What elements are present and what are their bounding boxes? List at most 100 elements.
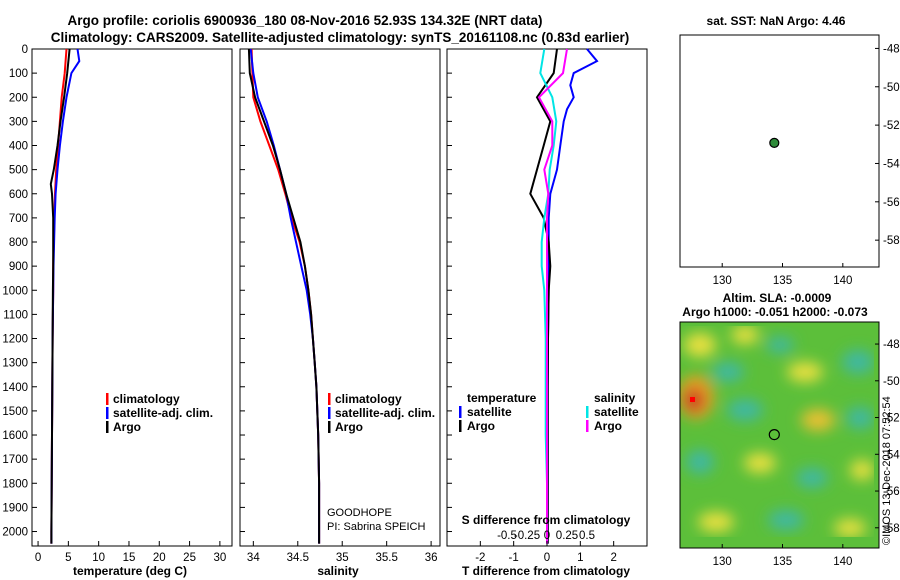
sla-map-title-line2: Argo h1000: -0.051 h2000: -0.073 — [682, 305, 868, 319]
figure-title-line1: Argo profile: coriolis 6900936_180 08-No… — [68, 13, 543, 28]
x-tick-label: 35.5 — [375, 552, 397, 564]
sst-map-panel: sat. SST: NaN Argo: 4.46 130 135 140 -48 -50… — [679, 14, 900, 287]
depth-tick-label: 2000 — [2, 527, 28, 539]
legend-swatch — [586, 420, 589, 432]
x-tick-label: 35 — [336, 552, 349, 564]
difference-s-xlabel: S difference from climatology — [462, 513, 631, 527]
depth-tick-label: 300 — [9, 116, 28, 128]
imos-credit: ©IMOS 13-Dec-2018 07:52:54 — [881, 396, 893, 545]
legend-label: climatology — [113, 392, 180, 406]
x-tick-label: -2 — [475, 552, 485, 564]
legend-swatch — [459, 406, 462, 418]
sla-map-panel: Altim. SLA: -0.0009 Argo h1000: -0.051 h… — [679, 291, 900, 568]
sla-blob — [766, 337, 794, 353]
map-y-tick-label: -58 — [883, 523, 900, 535]
sla-blob — [684, 333, 716, 357]
legend-label: Argo — [335, 420, 363, 434]
map-y-tick-label: -48 — [883, 339, 900, 351]
x-tick-label: 0 — [35, 552, 41, 564]
legend-label: satellite-adj. clim. — [113, 406, 213, 420]
series-line-argo — [49, 48, 71, 544]
salinity-panel: 34 34.5 35 35.5 36 salinity climatologysatel… — [239, 48, 441, 578]
sst-map-title: sat. SST: NaN Argo: 4.46 — [707, 14, 846, 28]
map-y-tick-label: -48 — [883, 43, 900, 55]
depth-tick-label: 1500 — [2, 406, 28, 418]
legend-label: salinity — [594, 391, 636, 405]
sla-blob — [731, 326, 759, 344]
x-tick-label: 36 — [425, 552, 438, 564]
x-tick-label: 30 — [213, 552, 226, 564]
x-tick-label: 10 — [92, 552, 105, 564]
salinity-xlabel: salinity — [317, 564, 359, 578]
sla-blob — [846, 407, 874, 429]
map-y-tick-label: -54 — [883, 449, 900, 461]
legend-label: Argo — [113, 420, 141, 434]
sla-blob — [727, 399, 763, 421]
legend-swatch — [459, 420, 462, 432]
legend-label: satellite — [467, 405, 512, 419]
legend-label: Argo — [594, 419, 622, 433]
sla-blob — [698, 512, 734, 532]
depth-tick-label: 1600 — [2, 430, 28, 442]
sla-blob — [686, 450, 714, 474]
s-tick-label: 0 — [544, 530, 550, 542]
sla-map-argo-location — [768, 429, 780, 441]
salinity-annotation-project: GOODHOPE — [327, 507, 392, 519]
legend-swatch — [328, 407, 331, 419]
map-x-tick-label: 135 — [773, 275, 792, 287]
sla-map-title-line1: Altim. SLA: -0.0009 — [723, 291, 832, 305]
map-y-tick-label: -52 — [883, 413, 900, 425]
map-y-tick-label: -52 — [883, 120, 900, 132]
sst-map-argo-location — [769, 137, 780, 148]
map-x-tick-label: 140 — [833, 275, 852, 287]
map-x-tick-label: 130 — [713, 556, 732, 568]
depth-tick-label: 700 — [9, 213, 28, 225]
depth-tick-label: 100 — [9, 68, 28, 80]
depth-tick-label: 1200 — [2, 334, 28, 346]
depth-tick-label: 400 — [9, 141, 28, 153]
sla-blob — [768, 510, 804, 530]
legend-label: satellite — [594, 405, 639, 419]
sla-blob — [744, 453, 776, 473]
depth-tick-label: 900 — [9, 261, 28, 273]
map-y-tick-label: -56 — [883, 486, 900, 498]
x-tick-label: 15 — [123, 552, 136, 564]
series-line-s-argo — [537, 48, 568, 544]
map-y-tick-label: -50 — [883, 376, 900, 388]
legend-label: satellite-adj. clim. — [335, 406, 435, 420]
legend-swatch — [106, 407, 109, 419]
map-x-tick-label: 140 — [833, 556, 852, 568]
x-tick-label: 20 — [153, 552, 166, 564]
sla-blob — [787, 362, 823, 382]
x-tick-label: 34 — [247, 552, 260, 564]
map-y-tick-label: -50 — [883, 82, 900, 94]
difference-panel: -2 -1 0 1 2 -0.5-0.25 0 0.25 0.5 S difference f… — [446, 48, 648, 578]
depth-tick-label: 200 — [9, 92, 28, 104]
depth-tick-label: 600 — [9, 189, 28, 201]
sla-blob — [712, 362, 744, 382]
sla-blob — [850, 460, 874, 480]
map-x-tick-label: 130 — [713, 275, 732, 287]
sla-anomaly-blobs — [680, 326, 874, 537]
figure-title-line2: Climatology: CARS2009. Satellite-adjuste… — [51, 30, 629, 45]
sla-blob — [842, 350, 874, 374]
series-line-argo — [247, 48, 321, 544]
legend-label: Argo — [467, 419, 495, 433]
depth-tick-label: 1300 — [2, 358, 28, 370]
legend-label: climatology — [335, 392, 402, 406]
s-tick-label: -0.25 — [514, 530, 540, 542]
x-tick-label: 5 — [65, 552, 71, 564]
sla-map-field — [680, 322, 879, 548]
x-tick-label: 34.5 — [287, 552, 309, 564]
legend-swatch — [106, 421, 109, 433]
depth-tick-label: 1700 — [2, 454, 28, 466]
legend-label: temperature — [467, 391, 537, 405]
depth-tick-label: 1900 — [2, 502, 28, 514]
map-y-tick-label: -54 — [883, 158, 900, 170]
sla-blob — [796, 468, 828, 488]
depth-tick-label: 800 — [9, 237, 28, 249]
legend-swatch — [328, 421, 331, 433]
